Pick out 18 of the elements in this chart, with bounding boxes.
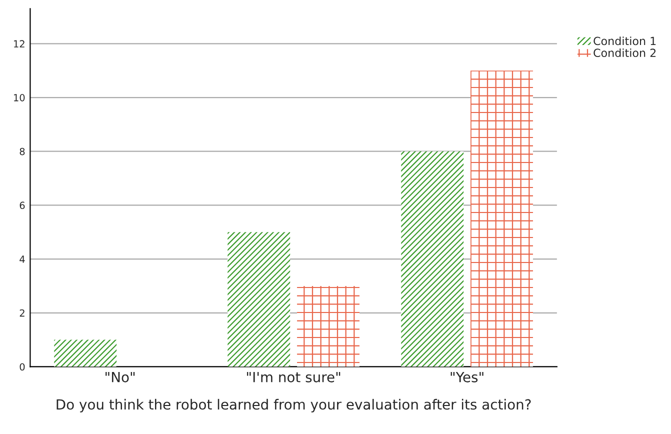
y-tick-label: 0 (20, 363, 25, 371)
y-tick-label: 10 (14, 94, 25, 102)
y-tick-label: 8 (20, 148, 25, 156)
y-tick-label: 4 (20, 256, 25, 263)
legend-label: Condition 1 (594, 36, 656, 46)
x-tick-label: "No" (106, 372, 135, 382)
legend-label: Condition 2 (594, 48, 656, 58)
bar (297, 286, 360, 367)
bar (54, 340, 117, 367)
x-axis-title: Do you think the robot learned from your evaluation after its action? (56, 398, 531, 412)
bar (228, 232, 290, 367)
y-tick-label: 2 (20, 309, 24, 317)
bar (401, 151, 464, 367)
y-tick-label: 6 (20, 202, 25, 210)
x-tick-label: "I'm not sure" (247, 372, 340, 382)
x-tick-label: "Yes" (450, 372, 484, 382)
y-tick-label: 12 (14, 40, 24, 48)
bar (470, 70, 533, 367)
